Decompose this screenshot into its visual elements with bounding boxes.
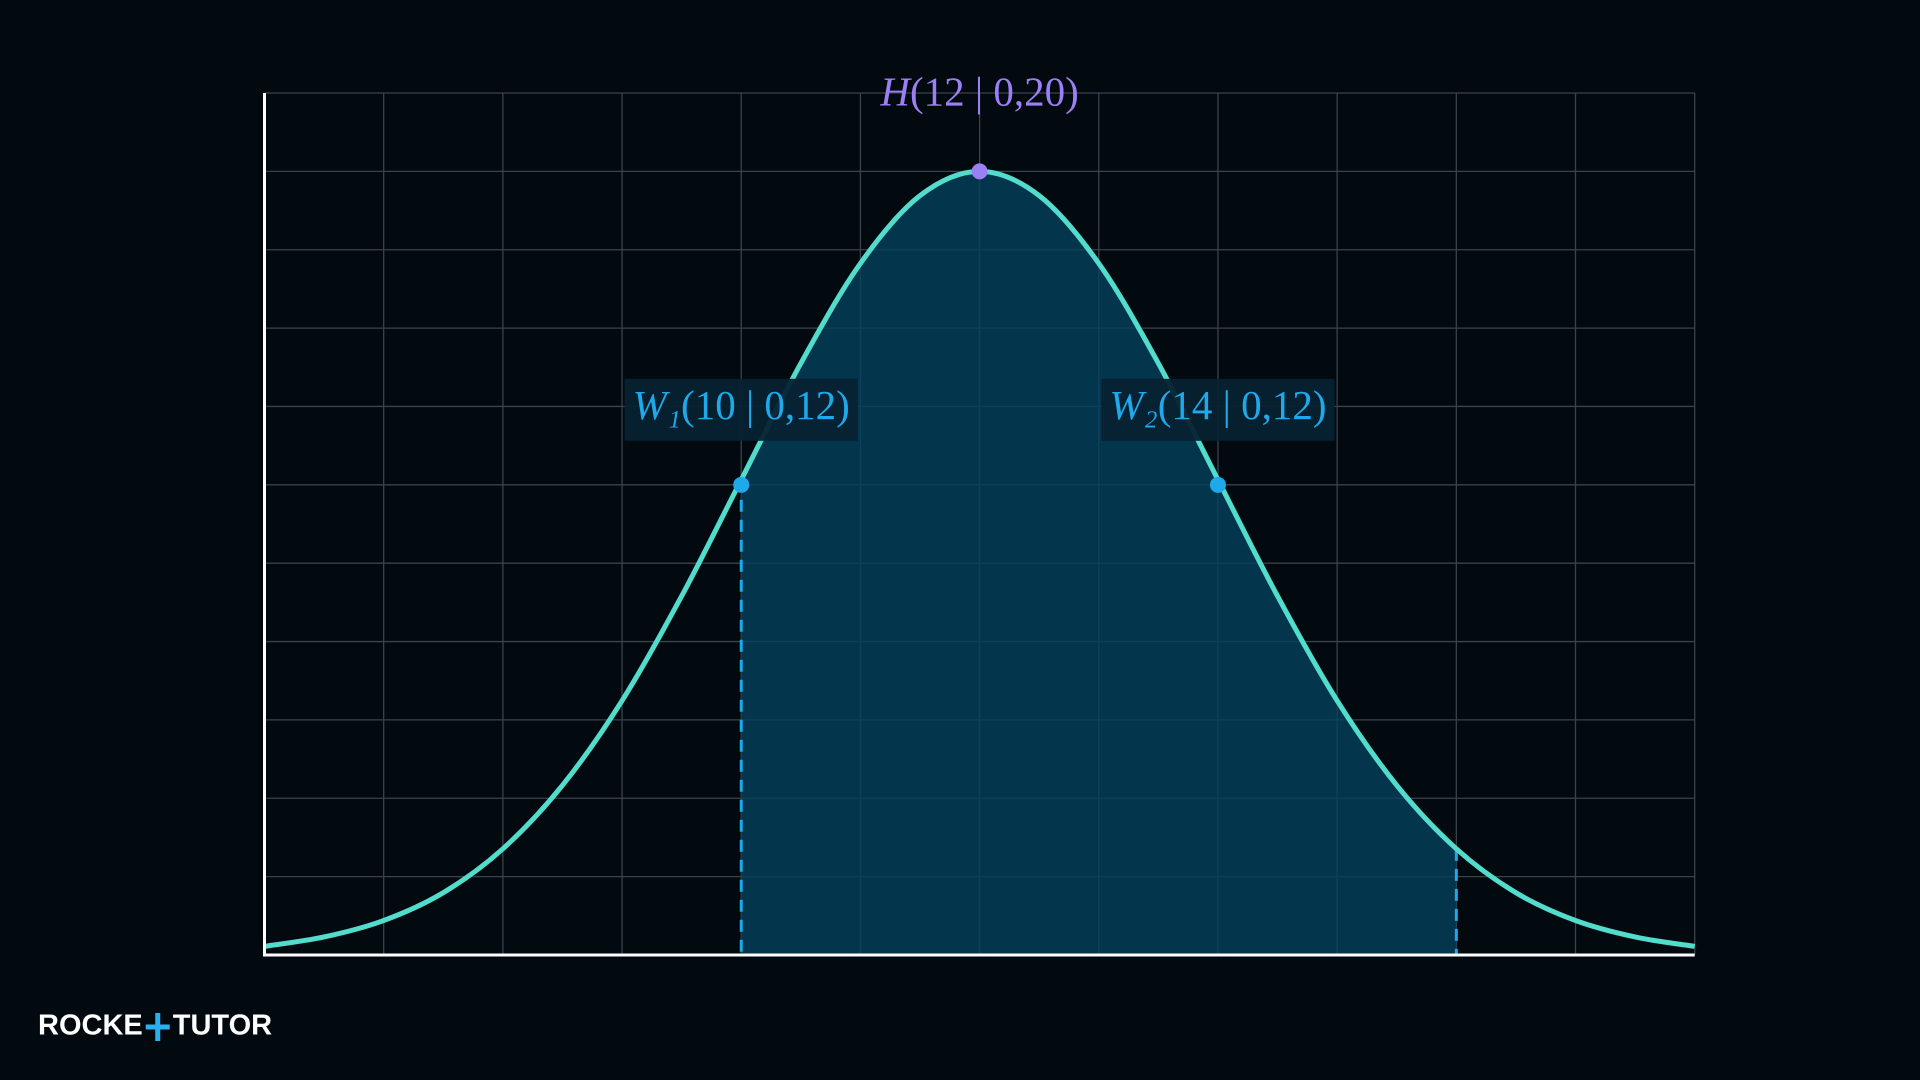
point-marker <box>733 476 750 493</box>
shaded-area <box>741 171 1457 955</box>
label-box <box>624 378 858 441</box>
point-coords: (12 | 0,20) <box>910 69 1079 115</box>
point-label: W₁(10 | 0,12) <box>624 378 858 441</box>
point-label-text: W₁(10 | 0,12) <box>633 382 850 428</box>
logo-text: TUTOR <box>173 1010 272 1042</box>
logo: ROCKE TUTOR <box>38 1010 272 1042</box>
point-label-text: H(12 | 0,20) <box>879 69 1078 115</box>
label-box <box>1101 378 1335 441</box>
point-coords: (14 | 0,12) <box>1158 382 1327 428</box>
point-label: H(12 | 0,20) <box>879 69 1078 115</box>
point-marker <box>971 163 988 180</box>
logo-plus <box>145 1013 170 1041</box>
point-marker <box>1209 476 1226 493</box>
logo-text: ROCKE <box>38 1010 143 1042</box>
point-label-text: W₂(14 | 0,12) <box>1109 382 1326 428</box>
point-name: W₂ <box>1109 382 1157 428</box>
point-name: H <box>879 69 912 115</box>
point-label: W₂(14 | 0,12) <box>1101 378 1335 441</box>
point-coords: (10 | 0,12) <box>681 382 850 428</box>
point-name: W₁ <box>633 382 681 428</box>
